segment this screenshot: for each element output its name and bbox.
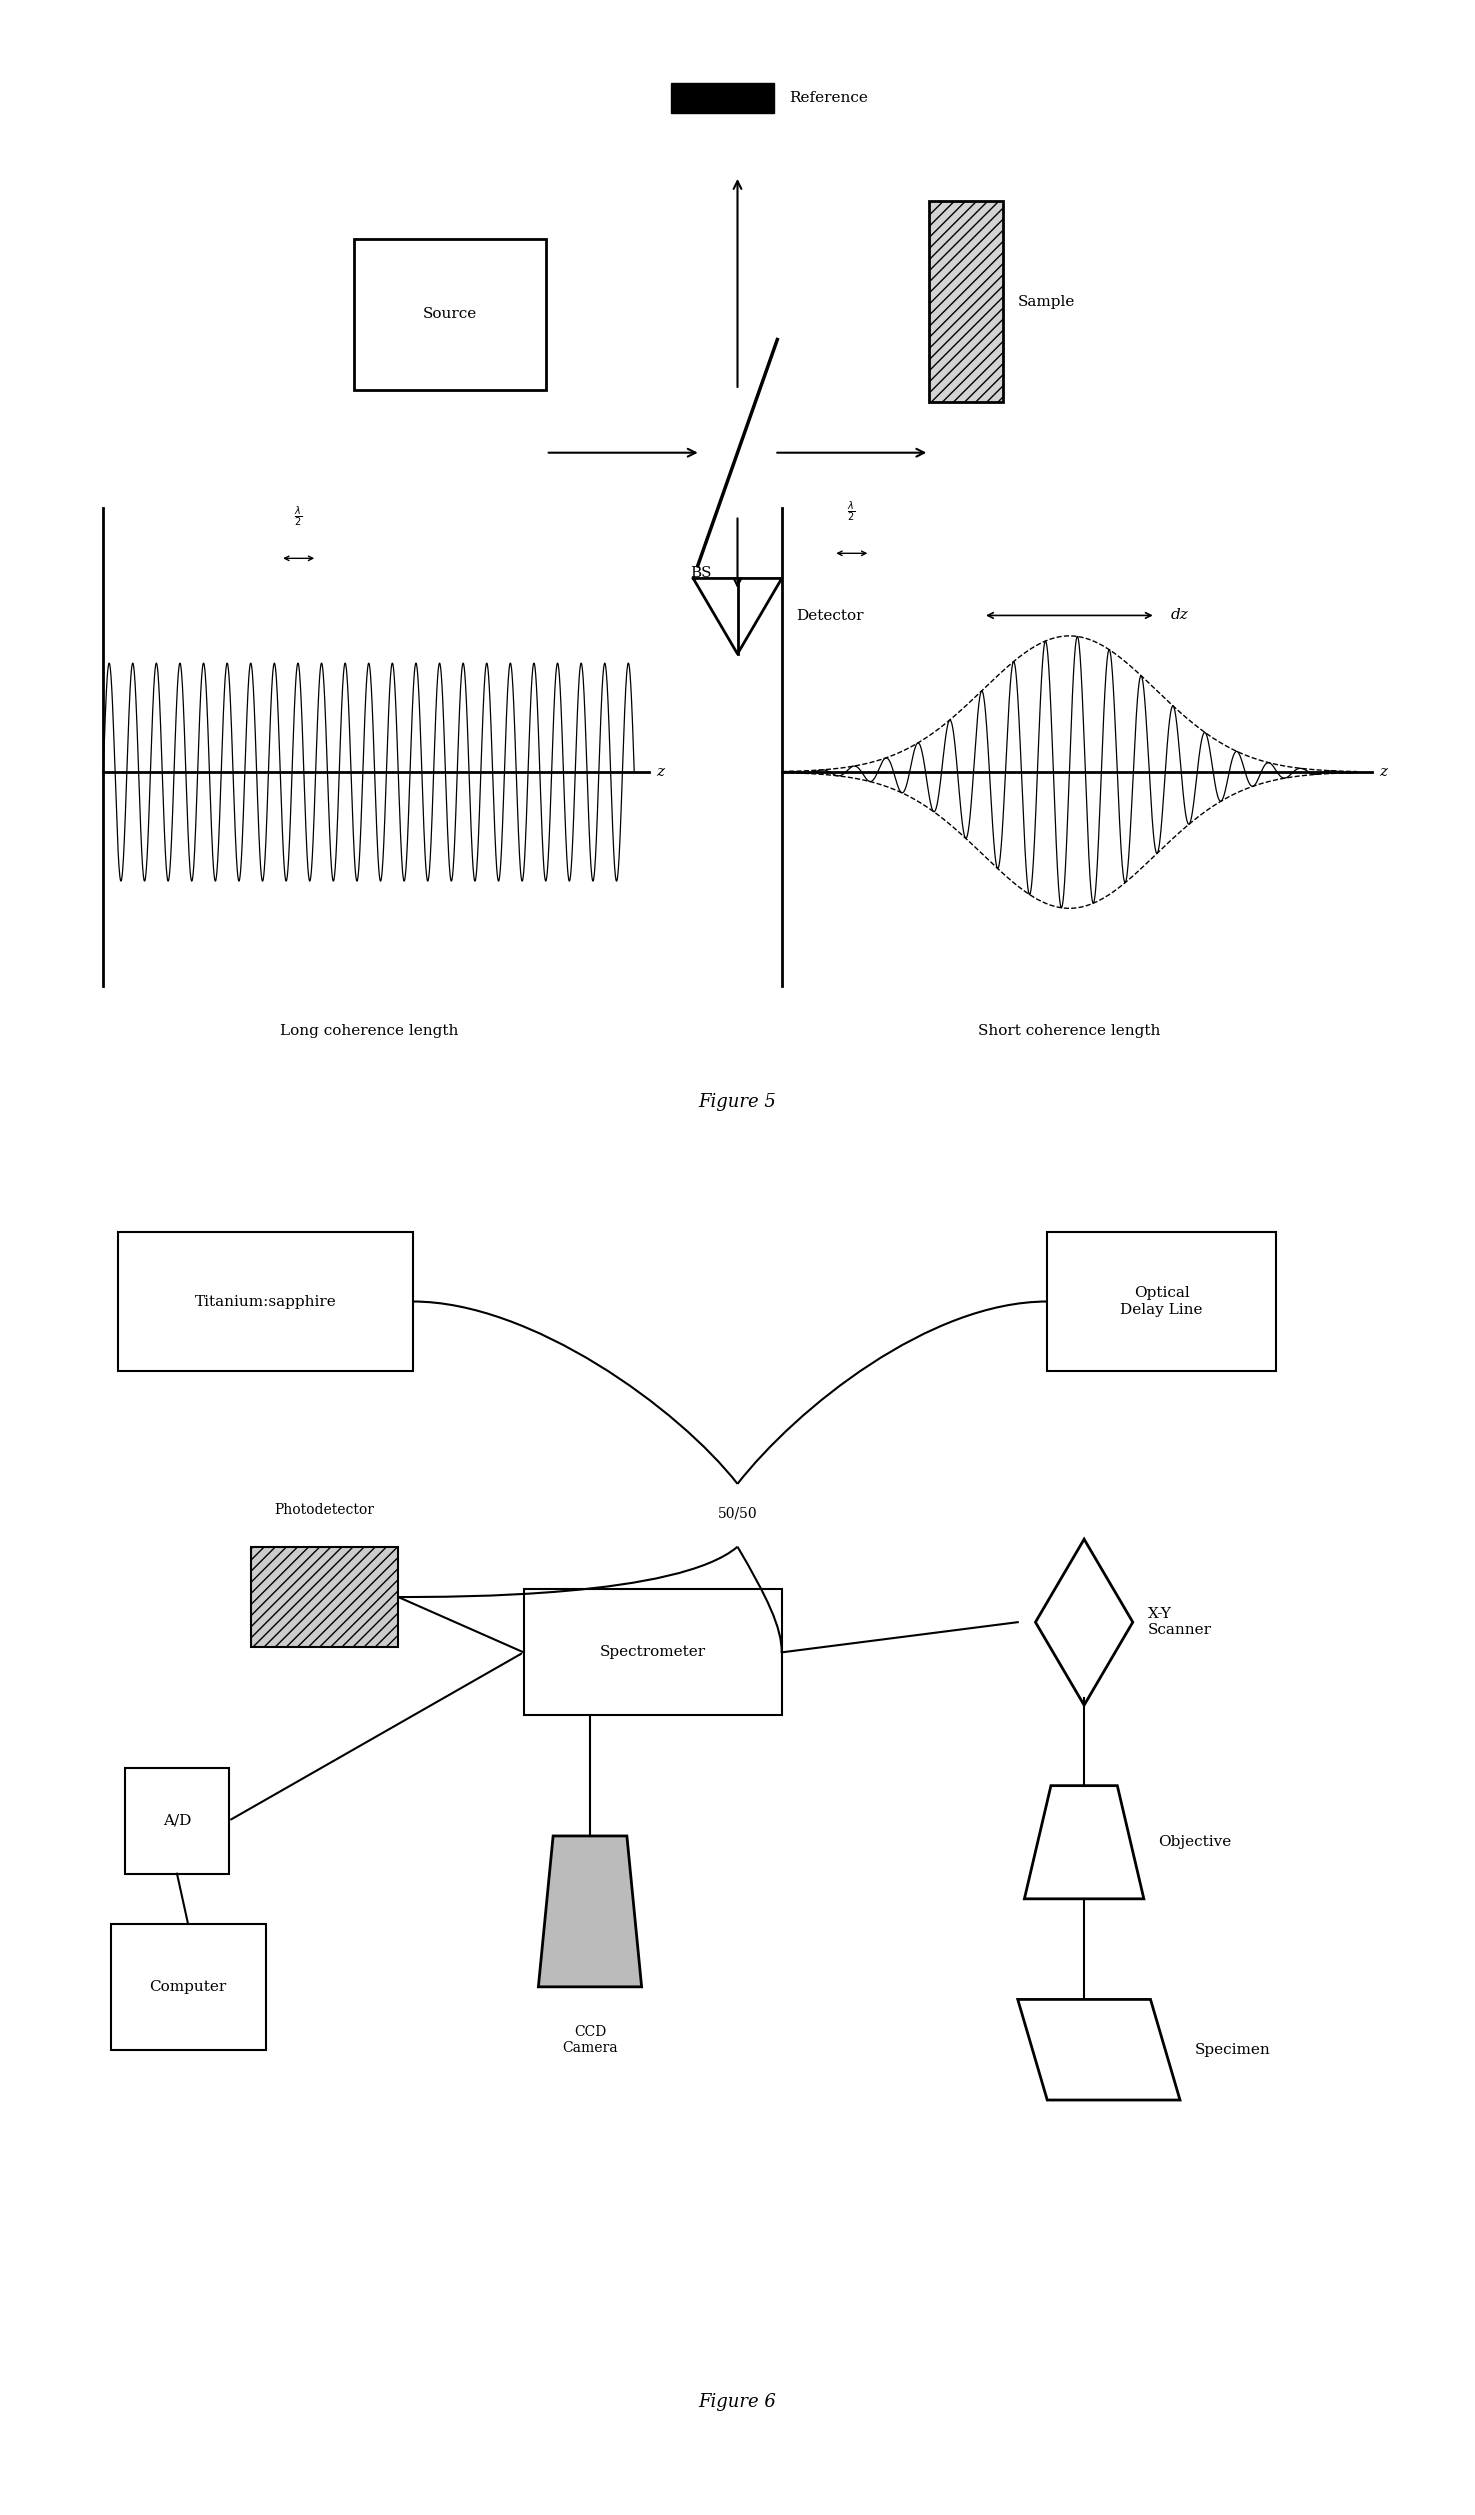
Text: Source: Source xyxy=(423,307,476,322)
Text: dz: dz xyxy=(1171,609,1189,621)
Text: Spectrometer: Spectrometer xyxy=(600,1645,705,1660)
Text: z: z xyxy=(1379,765,1386,780)
Text: Short coherence length: Short coherence length xyxy=(978,1024,1161,1039)
Text: Specimen: Specimen xyxy=(1195,2042,1270,2057)
Text: Objective: Objective xyxy=(1159,1836,1232,1849)
FancyBboxPatch shape xyxy=(1047,1232,1276,1371)
Text: Titanium:sapphire: Titanium:sapphire xyxy=(195,1295,336,1308)
FancyBboxPatch shape xyxy=(118,1232,413,1371)
Text: Photodetector: Photodetector xyxy=(274,1501,375,1517)
Polygon shape xyxy=(1025,1786,1145,1899)
Text: Sample: Sample xyxy=(1018,294,1075,309)
Text: Computer: Computer xyxy=(149,1979,227,1994)
FancyBboxPatch shape xyxy=(929,201,1003,402)
Text: Reference: Reference xyxy=(789,91,867,106)
Polygon shape xyxy=(1035,1539,1133,1705)
Text: Figure 5: Figure 5 xyxy=(699,1092,776,1112)
Text: $\frac{\lambda}{2}$: $\frac{\lambda}{2}$ xyxy=(294,506,302,528)
Text: CCD
Camera: CCD Camera xyxy=(562,2025,618,2055)
Polygon shape xyxy=(538,1836,642,1987)
Text: A/D: A/D xyxy=(162,1813,192,1828)
FancyBboxPatch shape xyxy=(524,1589,782,1715)
Text: Detector: Detector xyxy=(796,609,864,624)
Bar xyxy=(671,83,774,113)
Text: Optical
Delay Line: Optical Delay Line xyxy=(1121,1285,1202,1318)
FancyBboxPatch shape xyxy=(354,239,546,390)
Text: z: z xyxy=(656,765,664,780)
FancyBboxPatch shape xyxy=(111,1924,266,2050)
Text: Figure 6: Figure 6 xyxy=(699,2392,776,2412)
Polygon shape xyxy=(1018,1999,1180,2100)
Text: 50/50: 50/50 xyxy=(718,1506,757,1522)
Text: $\frac{\lambda}{2}$: $\frac{\lambda}{2}$ xyxy=(847,500,856,523)
FancyBboxPatch shape xyxy=(251,1547,398,1647)
Text: X-Y
Scanner: X-Y Scanner xyxy=(1148,1607,1211,1637)
Text: Long coherence length: Long coherence length xyxy=(280,1024,457,1039)
Text: BS: BS xyxy=(690,566,711,581)
FancyBboxPatch shape xyxy=(125,1768,229,1874)
